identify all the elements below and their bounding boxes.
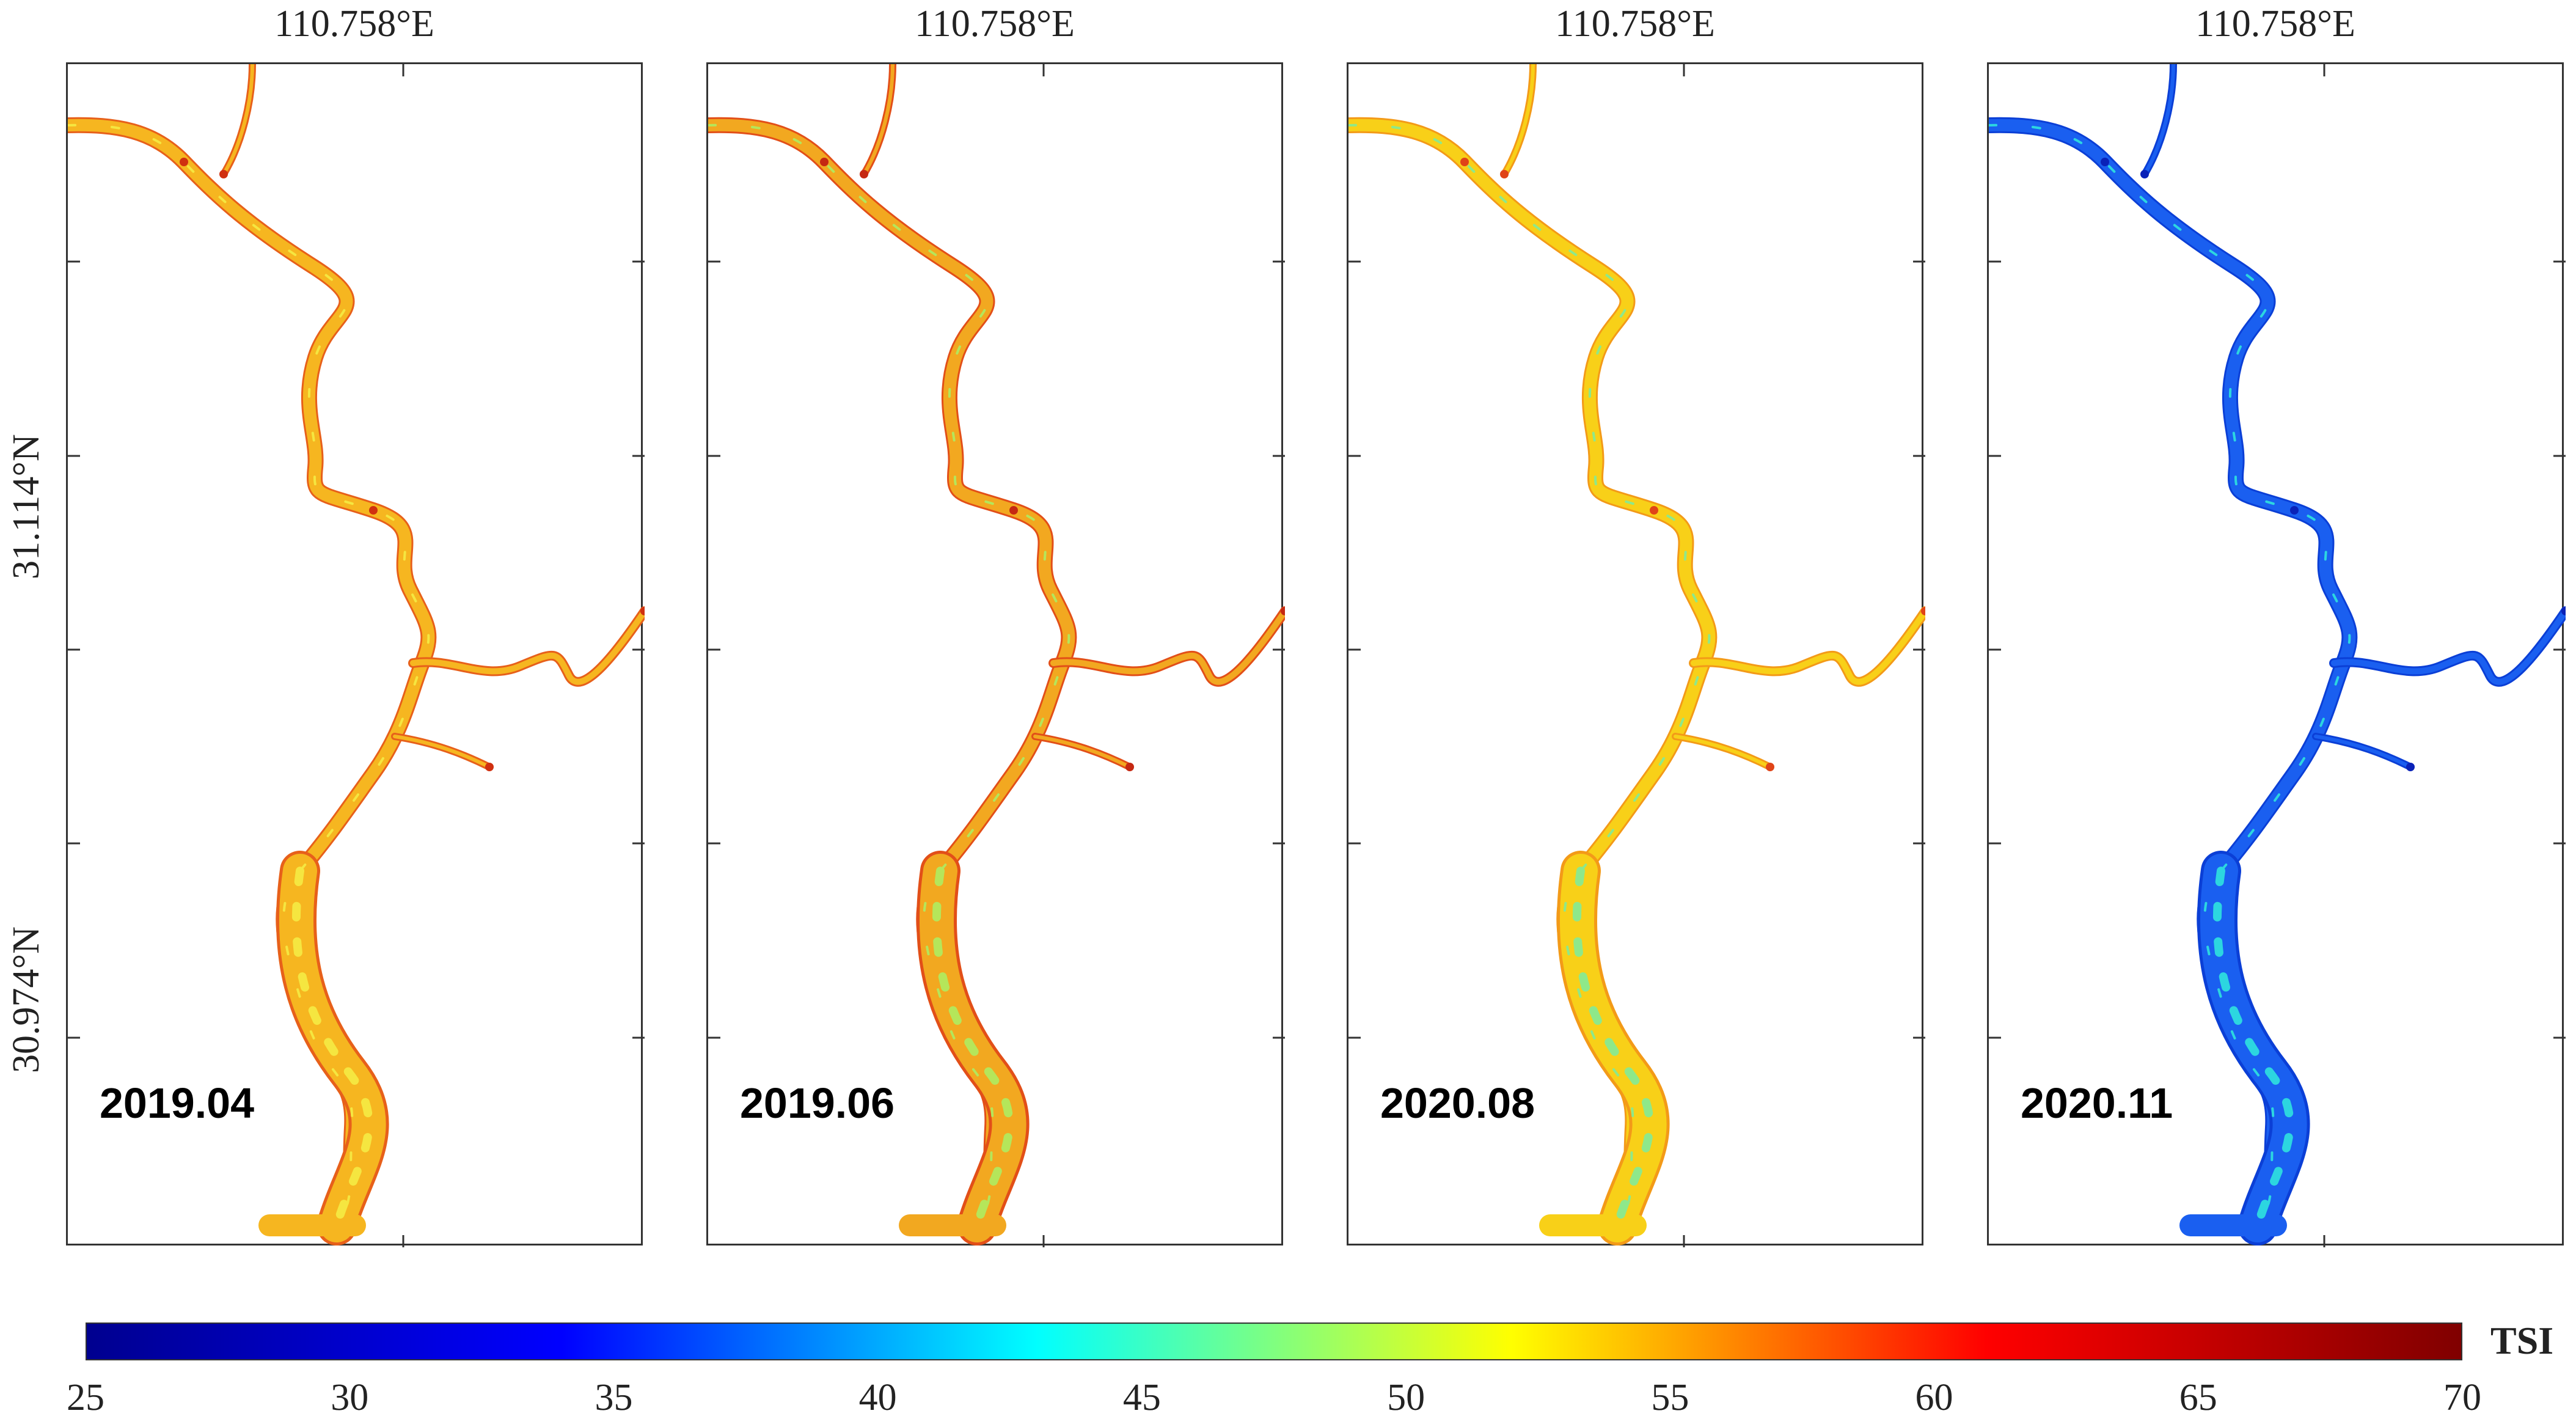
river-edge xyxy=(708,117,1077,1233)
colorbar-tick-label: 70 xyxy=(2443,1377,2481,1418)
river-edge xyxy=(1672,733,1774,771)
river-channel xyxy=(410,608,645,685)
colorbar-tick-label: 65 xyxy=(2179,1377,2217,1418)
panel-date-label: 2020.11 xyxy=(2021,1079,2173,1127)
reservoir-texture xyxy=(932,867,1014,1230)
river-tip-marker xyxy=(1009,506,1018,515)
colorbar-tick-label: 35 xyxy=(595,1377,633,1418)
river-tip-marker xyxy=(369,506,378,515)
river-tip-marker xyxy=(820,158,829,166)
river-edge xyxy=(2329,606,2566,687)
river-tip-marker xyxy=(2561,607,2566,615)
river-channel xyxy=(1674,735,1772,769)
colorbar-title: TSI xyxy=(2490,1319,2554,1362)
river-tip-marker xyxy=(1460,158,1469,166)
panel-date-label: 2019.04 xyxy=(100,1079,255,1127)
river-channel xyxy=(1050,608,1285,685)
reservoir-map xyxy=(1989,64,2566,1247)
river-edge xyxy=(391,733,493,771)
reservoir-map xyxy=(708,64,1285,1247)
map-panel: 2019.04 xyxy=(66,62,645,1247)
map-panel: 2020.08 xyxy=(1347,62,1925,1247)
river-channel xyxy=(1989,119,2356,1231)
river-tip-marker xyxy=(1500,170,1509,178)
river-channel xyxy=(2143,64,2175,176)
river-tip-marker xyxy=(1766,763,1774,771)
river-texture xyxy=(708,123,1070,1227)
longitude-label: 110.758°E xyxy=(915,3,1075,45)
panel-date-label: 2020.08 xyxy=(1380,1079,1535,1127)
river-channel xyxy=(2314,735,2412,769)
river-tip-marker xyxy=(1921,607,1925,615)
river-edge xyxy=(1989,117,2358,1233)
panel-date-label: 2019.06 xyxy=(740,1079,895,1127)
river-channel xyxy=(393,735,491,769)
river-channel xyxy=(1348,119,1716,1231)
river-edge xyxy=(408,606,645,687)
reservoir-texture xyxy=(291,867,373,1230)
river-edge xyxy=(1348,117,1718,1233)
colorbar-tick-label: 25 xyxy=(67,1377,104,1418)
river-edge xyxy=(2312,733,2414,771)
river-tip-marker xyxy=(1650,506,1658,515)
river-channel xyxy=(862,64,895,176)
river-tip-marker xyxy=(860,170,868,178)
river-tip-marker xyxy=(485,763,494,771)
map-panel: 2019.06 xyxy=(706,62,1285,1247)
river-tip-marker xyxy=(2140,170,2149,178)
river-channel xyxy=(222,64,254,176)
river-texture xyxy=(1989,123,2351,1227)
river-channel xyxy=(2331,608,2566,685)
longitude-label: 110.758°E xyxy=(274,3,434,45)
colorbar-tick-label: 40 xyxy=(858,1377,897,1418)
colorbar-tick-label: 60 xyxy=(1915,1377,1953,1418)
river-tip-marker xyxy=(640,607,645,615)
river-channel xyxy=(1502,64,1535,176)
reservoir-texture xyxy=(1572,867,1654,1230)
river-texture xyxy=(1348,123,1711,1227)
longitude-label: 110.758°E xyxy=(2195,3,2355,45)
latitude-label: 30.974°N xyxy=(5,926,47,1073)
latitude-label: 31.114°N xyxy=(5,434,47,579)
river-tip-marker xyxy=(1281,607,1285,615)
river-edge xyxy=(1031,733,1133,771)
river-edge xyxy=(1689,606,1925,687)
river-channel xyxy=(708,119,1075,1231)
river-channel xyxy=(1691,608,1925,685)
reservoir-map xyxy=(1348,64,1925,1247)
colorbar-tick-label: 55 xyxy=(1651,1377,1689,1418)
reservoir-texture xyxy=(2212,867,2294,1230)
river-edge xyxy=(1048,606,1285,687)
reservoir-map xyxy=(68,64,645,1247)
river-tip-marker xyxy=(1125,763,1134,771)
colorbar-tick-label: 45 xyxy=(1122,1377,1161,1418)
river-edge xyxy=(860,64,896,178)
river-edge xyxy=(1501,64,1537,178)
river-channel xyxy=(1033,735,1132,769)
colorbar-tick-label: 30 xyxy=(331,1377,369,1418)
river-texture xyxy=(68,123,430,1227)
river-tip-marker xyxy=(2101,158,2109,166)
map-panel: 2020.11 xyxy=(1987,62,2566,1247)
river-edge xyxy=(220,64,256,178)
river-tip-marker xyxy=(2406,763,2415,771)
river-channel xyxy=(68,119,435,1231)
river-edge xyxy=(68,117,437,1233)
river-tip-marker xyxy=(180,158,188,166)
colorbar-tick-label: 50 xyxy=(1387,1377,1425,1418)
river-tip-marker xyxy=(219,170,228,178)
longitude-label: 110.758°E xyxy=(1555,3,1715,45)
river-tip-marker xyxy=(2290,506,2299,515)
river-edge xyxy=(2141,64,2177,178)
colorbar xyxy=(86,1322,2462,1360)
